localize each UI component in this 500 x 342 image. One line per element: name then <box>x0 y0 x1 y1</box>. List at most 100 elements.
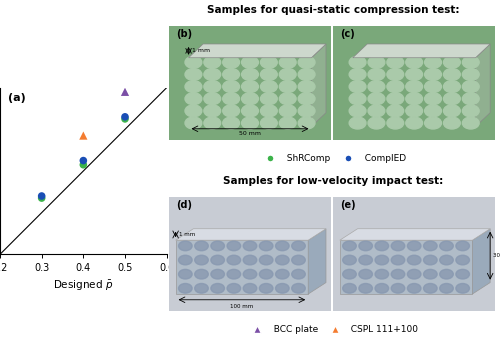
Circle shape <box>185 81 202 93</box>
Circle shape <box>280 81 296 93</box>
Polygon shape <box>340 229 490 240</box>
Circle shape <box>227 255 240 265</box>
Circle shape <box>387 81 404 93</box>
Circle shape <box>444 105 460 117</box>
Circle shape <box>211 255 224 265</box>
Circle shape <box>211 241 224 251</box>
Circle shape <box>298 93 315 105</box>
Circle shape <box>298 56 315 68</box>
Circle shape <box>342 269 356 279</box>
Circle shape <box>406 81 422 93</box>
Circle shape <box>462 56 479 68</box>
Circle shape <box>375 284 388 293</box>
Circle shape <box>424 93 442 105</box>
Circle shape <box>368 105 385 117</box>
Circle shape <box>406 68 422 80</box>
Circle shape <box>391 269 405 279</box>
Circle shape <box>211 269 224 279</box>
Circle shape <box>194 241 208 251</box>
Circle shape <box>375 269 388 279</box>
Circle shape <box>424 68 442 80</box>
Circle shape <box>368 68 385 80</box>
Point <box>121 114 129 120</box>
Circle shape <box>368 81 385 93</box>
Circle shape <box>260 93 278 105</box>
Circle shape <box>194 284 208 293</box>
Circle shape <box>444 56 460 68</box>
Circle shape <box>204 56 220 68</box>
Circle shape <box>185 68 202 80</box>
Polygon shape <box>188 44 326 58</box>
Circle shape <box>462 117 479 129</box>
Circle shape <box>222 105 240 117</box>
Circle shape <box>242 117 258 129</box>
Circle shape <box>349 93 366 105</box>
Circle shape <box>280 68 296 80</box>
Point <box>121 89 129 95</box>
Text: 1 mm: 1 mm <box>179 232 195 237</box>
Text: (e): (e) <box>340 200 355 210</box>
Text: Samples for quasi-static compression test:: Samples for quasi-static compression tes… <box>207 5 460 15</box>
Circle shape <box>242 93 258 105</box>
Circle shape <box>222 117 240 129</box>
Circle shape <box>178 269 192 279</box>
Circle shape <box>456 255 469 265</box>
Point <box>80 162 88 168</box>
Circle shape <box>178 284 192 293</box>
Circle shape <box>387 105 404 117</box>
Circle shape <box>406 93 422 105</box>
Circle shape <box>260 105 278 117</box>
Circle shape <box>424 284 437 293</box>
Circle shape <box>444 81 460 93</box>
Circle shape <box>227 284 240 293</box>
Text: 1 mm: 1 mm <box>192 48 210 53</box>
Circle shape <box>444 117 460 129</box>
Circle shape <box>462 105 479 117</box>
Circle shape <box>292 284 306 293</box>
Circle shape <box>462 81 479 93</box>
Circle shape <box>359 284 372 293</box>
Text: (b): (b) <box>176 29 192 39</box>
Circle shape <box>456 269 469 279</box>
Circle shape <box>178 241 192 251</box>
Polygon shape <box>312 44 326 127</box>
Circle shape <box>349 81 366 93</box>
Circle shape <box>342 241 356 251</box>
Circle shape <box>211 284 224 293</box>
Circle shape <box>456 284 469 293</box>
Circle shape <box>349 105 366 117</box>
Point <box>80 158 88 163</box>
Circle shape <box>359 269 372 279</box>
Circle shape <box>260 241 273 251</box>
Circle shape <box>440 284 454 293</box>
Circle shape <box>298 68 315 80</box>
Circle shape <box>222 68 240 80</box>
Circle shape <box>440 241 454 251</box>
Circle shape <box>185 56 202 68</box>
Circle shape <box>194 269 208 279</box>
Circle shape <box>260 68 278 80</box>
Polygon shape <box>308 229 326 294</box>
Circle shape <box>359 255 372 265</box>
Circle shape <box>185 93 202 105</box>
Circle shape <box>280 105 296 117</box>
Point <box>80 133 88 138</box>
Circle shape <box>276 241 289 251</box>
Circle shape <box>387 68 404 80</box>
Circle shape <box>222 81 240 93</box>
Circle shape <box>242 81 258 93</box>
Circle shape <box>260 81 278 93</box>
Circle shape <box>185 105 202 117</box>
Circle shape <box>242 105 258 117</box>
Circle shape <box>292 255 306 265</box>
Circle shape <box>368 93 385 105</box>
Circle shape <box>391 284 405 293</box>
Circle shape <box>424 56 442 68</box>
Circle shape <box>280 117 296 129</box>
Point <box>38 195 46 201</box>
Circle shape <box>276 284 289 293</box>
Circle shape <box>204 68 220 80</box>
Text: 30 mm: 30 mm <box>494 253 500 258</box>
Circle shape <box>204 105 220 117</box>
Circle shape <box>387 93 404 105</box>
